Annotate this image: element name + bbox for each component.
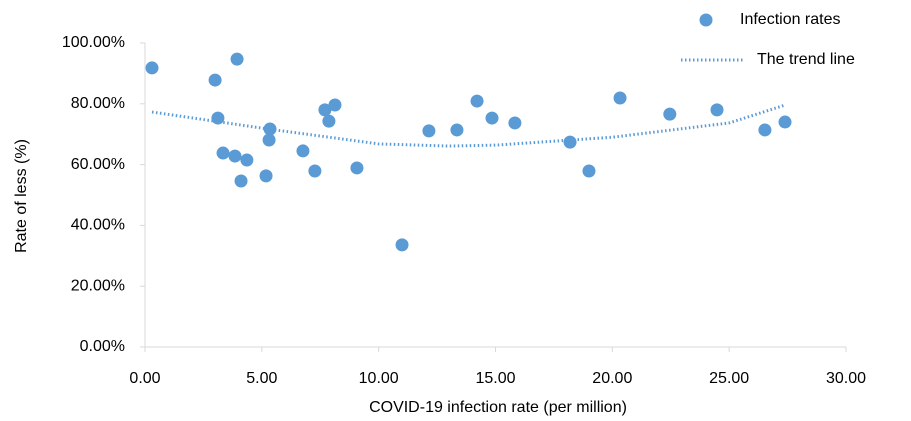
point xyxy=(613,91,627,105)
point xyxy=(350,161,364,175)
legend-label: Infection rates xyxy=(740,11,841,28)
y-tick-label: 0.00% xyxy=(80,338,125,355)
x-tick-label: 25.00 xyxy=(709,370,749,387)
point xyxy=(208,73,222,87)
point xyxy=(262,133,276,147)
y-axis-label: Rate of less (%) xyxy=(13,139,30,253)
point xyxy=(485,111,499,125)
point xyxy=(145,61,159,75)
point xyxy=(263,122,277,136)
legend-label: The trend line xyxy=(757,51,855,68)
point xyxy=(395,238,409,252)
y-tick-label: 60.00% xyxy=(71,156,125,173)
point xyxy=(228,149,242,163)
x-tick-label: 30.00 xyxy=(826,370,866,387)
point xyxy=(211,111,225,125)
point xyxy=(422,124,436,138)
y-tick-label: 100.00% xyxy=(62,34,125,51)
point xyxy=(296,144,310,158)
x-axis-label: COVID-19 infection rate (per million) xyxy=(369,399,627,416)
point xyxy=(318,103,332,117)
x-tick-label: 20.00 xyxy=(592,370,632,387)
point xyxy=(450,123,464,137)
x-tick-label: 10.00 xyxy=(359,370,399,387)
point xyxy=(508,116,522,130)
point xyxy=(328,98,342,112)
point xyxy=(322,114,336,128)
point xyxy=(582,164,596,178)
trend-line xyxy=(151,103,786,148)
point xyxy=(240,153,254,167)
point xyxy=(470,94,484,108)
x-tick-label: 0.00 xyxy=(129,370,160,387)
point xyxy=(758,123,772,137)
x-tick-label: 15.00 xyxy=(475,370,515,387)
point xyxy=(216,146,230,160)
y-tick-label: 20.00% xyxy=(71,277,125,294)
point xyxy=(308,164,322,178)
point xyxy=(234,174,248,188)
y-tick-label: 80.00% xyxy=(71,95,125,112)
point xyxy=(663,107,677,121)
point xyxy=(259,169,273,183)
x-tick-label: 5.00 xyxy=(246,370,277,387)
point xyxy=(710,103,724,117)
point xyxy=(230,52,244,66)
y-tick-label: 40.00% xyxy=(71,217,125,234)
point xyxy=(778,115,792,129)
legend-marker xyxy=(699,13,713,27)
point xyxy=(563,135,577,149)
